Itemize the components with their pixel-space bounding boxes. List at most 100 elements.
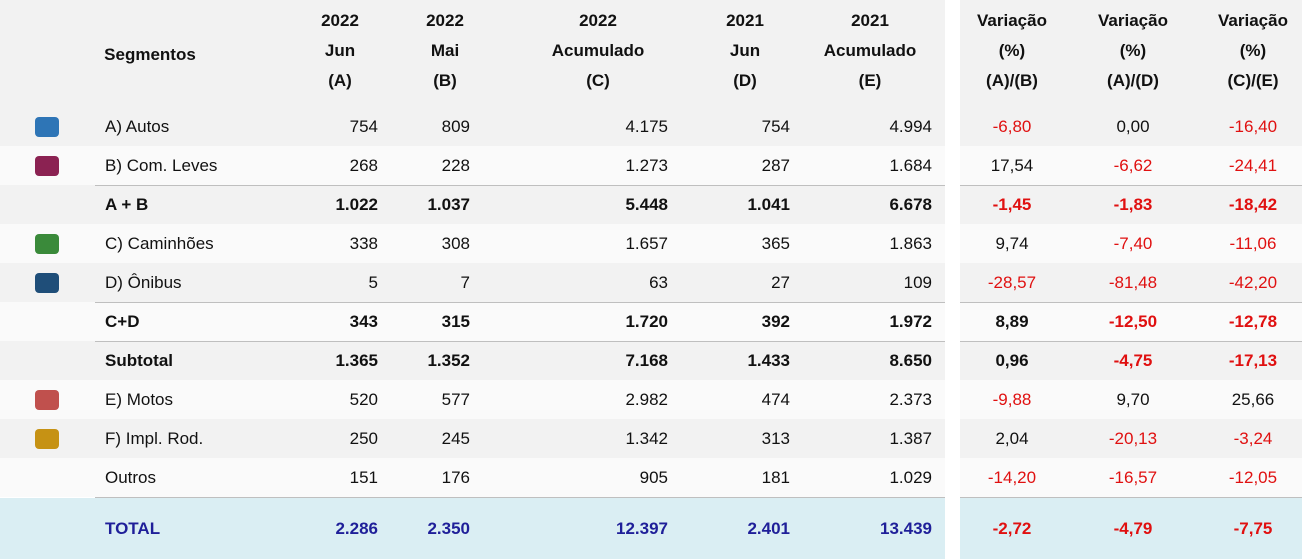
variation-cell: 0,96 — [995, 350, 1029, 370]
variation-cell: -42,20 — [1228, 272, 1278, 292]
value-cell: 1.387 — [889, 428, 932, 448]
row-border — [95, 302, 945, 303]
row-border — [95, 497, 945, 498]
header-cell: (%) — [1239, 41, 1267, 60]
header-cell: Variação — [1218, 11, 1288, 30]
row-bg — [960, 146, 1302, 185]
value-cell: 2.286 — [335, 518, 378, 538]
row-border — [95, 185, 945, 186]
value-cell: 338 — [349, 233, 378, 253]
variation-cell: -12,05 — [1228, 467, 1278, 487]
variation-cell: -1,83 — [1113, 194, 1153, 214]
row-bg — [0, 419, 945, 458]
value-cell: 176 — [441, 467, 470, 487]
header-cell: 2021 — [851, 11, 889, 30]
value-cell: 2.401 — [747, 518, 790, 538]
value-cell: 754 — [761, 116, 790, 136]
row-border — [95, 341, 945, 342]
variation-cell: 8,89 — [995, 311, 1029, 331]
header-cell: (B) — [433, 71, 457, 90]
variation-cell: -16,57 — [1108, 467, 1158, 487]
variation-cell: -11,06 — [1229, 233, 1277, 253]
value-cell: 287 — [761, 155, 790, 175]
header-cell: (A)/(B) — [986, 71, 1038, 90]
row-bg — [0, 341, 945, 380]
row-bg — [0, 185, 945, 224]
header-cell: 2022 — [579, 11, 617, 30]
value-cell: 109 — [903, 272, 932, 292]
vehicle-icon — [35, 117, 59, 137]
variation-cell: -18,42 — [1228, 194, 1278, 214]
header-cell: 2022 — [426, 11, 464, 30]
row-border — [960, 185, 1302, 186]
value-cell: 1.029 — [889, 467, 932, 487]
value-cell: 1.657 — [625, 233, 668, 253]
variation-cell: 0,00 — [1116, 116, 1150, 136]
row-bg — [0, 263, 945, 302]
value-cell: 181 — [761, 467, 790, 487]
value-cell: 2.350 — [427, 518, 470, 538]
variation-cell: 17,54 — [990, 155, 1034, 175]
variation-cell: -7,75 — [1233, 518, 1273, 538]
value-cell: 1.972 — [889, 311, 932, 331]
value-cell: 1.022 — [335, 194, 378, 214]
variation-cell: -20,13 — [1108, 428, 1158, 448]
value-cell: 577 — [441, 389, 470, 409]
variation-cell: -9,88 — [992, 389, 1032, 409]
value-cell: 6.678 — [889, 194, 932, 214]
segment-label: D) Ônibus — [105, 272, 182, 292]
value-cell: 343 — [349, 311, 378, 331]
row-bg — [0, 302, 945, 341]
variation-cell: -17,13 — [1228, 350, 1278, 370]
value-cell: 8.650 — [889, 350, 932, 370]
row-bg — [0, 458, 945, 497]
variation-cell: -4,75 — [1113, 350, 1153, 370]
header-cell: (C)/(E) — [1227, 71, 1279, 90]
header-cell: 2021 — [726, 11, 764, 30]
header-cell: Variação — [1098, 11, 1168, 30]
row-border — [960, 341, 1302, 342]
variation-cell: -6,62 — [1113, 155, 1153, 175]
value-cell: 4.994 — [889, 116, 932, 136]
segment-label: C+D — [105, 311, 140, 331]
segment-label: F) Impl. Rod. — [105, 428, 204, 448]
value-cell: 809 — [441, 116, 470, 136]
value-cell: 228 — [441, 155, 470, 175]
variation-cell: 2,04 — [995, 428, 1029, 448]
vehicle-icon — [35, 273, 59, 293]
variation-cell: -12,50 — [1108, 311, 1158, 331]
value-cell: 245 — [441, 428, 470, 448]
value-cell: 1.037 — [427, 194, 470, 214]
segment-label: A + B — [105, 194, 149, 214]
value-cell: 313 — [761, 428, 790, 448]
header-cell: (C) — [586, 71, 610, 90]
header-cell: (A)/(D) — [1107, 71, 1159, 90]
variation-cell: -7,40 — [1113, 233, 1153, 253]
value-cell: 250 — [349, 428, 378, 448]
header-cell: Jun — [729, 41, 761, 60]
variation-cell: -16,40 — [1228, 116, 1278, 136]
row-bg — [960, 498, 1302, 559]
value-cell: 268 — [349, 155, 378, 175]
segment-label: TOTAL — [105, 518, 161, 538]
variation-cell: 25,66 — [1231, 389, 1275, 409]
value-cell: 4.175 — [625, 116, 668, 136]
value-cell: 1.720 — [625, 311, 668, 331]
value-cell: 5 — [368, 272, 378, 292]
variation-cell: -1,45 — [992, 194, 1032, 214]
header-segment: Segmentos — [104, 45, 196, 64]
header-cell: Acumulado — [823, 41, 917, 60]
row-bg — [0, 380, 945, 419]
vehicle-icon — [35, 156, 59, 176]
variation-cell: -3,24 — [1233, 428, 1273, 448]
row-bg — [0, 146, 945, 185]
header-cell: 2022 — [321, 11, 359, 30]
segment-label: C) Caminhões — [105, 233, 214, 253]
value-cell: 1.863 — [889, 233, 932, 253]
row-border — [960, 497, 1302, 498]
header-cell: (%) — [998, 41, 1026, 60]
segment-label: Outros — [105, 467, 157, 487]
value-cell: 1.352 — [427, 350, 470, 370]
row-border — [960, 302, 1302, 303]
